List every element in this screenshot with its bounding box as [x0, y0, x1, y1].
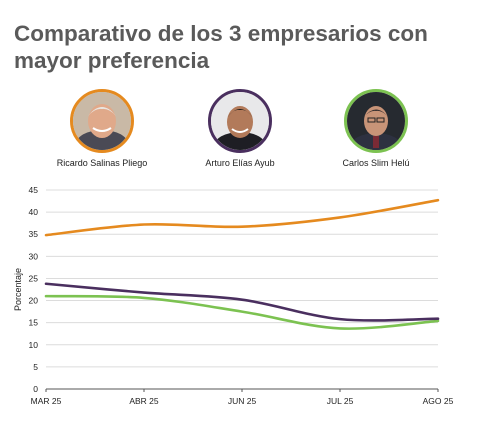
person-name: Ricardo Salinas Pliego: [56, 158, 148, 168]
y-axis-label: Porcentaje: [13, 268, 23, 311]
series-line-carlos-slim-helu: [44, 294, 440, 330]
x-tick-label: JUL 25: [327, 396, 354, 406]
y-tick-label: 30: [29, 251, 39, 261]
person-ricardo-salinas: Ricardo Salinas Pliego: [42, 89, 162, 168]
chart-title: Comparativo de los 3 empresarios con may…: [14, 21, 428, 73]
y-tick-label: 35: [29, 229, 39, 239]
x-tick-label: MAR 25: [31, 396, 62, 406]
y-tick-label: 15: [29, 318, 39, 328]
person-arturo-elias: Arturo Elías Ayub: [180, 89, 300, 168]
y-tick-label: 45: [29, 185, 39, 195]
avatar-carlos-slim: [344, 89, 408, 153]
person-carlos-slim: Carlos Slim Helú: [316, 89, 436, 168]
person-name: Arturo Elías Ayub: [205, 158, 275, 168]
y-tick-label: 20: [29, 296, 39, 306]
y-tick-label: 25: [29, 273, 39, 283]
avatar-ricardo-salinas: [70, 89, 134, 153]
y-tick-label: 10: [29, 340, 39, 350]
y-tick-label: 0: [33, 384, 38, 394]
person-name: Carlos Slim Helú: [342, 158, 410, 168]
y-tick-label: 40: [29, 207, 39, 217]
x-tick-label: AGO 25: [423, 396, 454, 406]
avatar-arturo-elias: [208, 89, 272, 153]
series-line-arturo-elias-ayub: [44, 282, 440, 322]
y-tick-label: 5: [33, 362, 38, 372]
x-tick-label: ABR 25: [129, 396, 159, 406]
series-line-ricardo-salinas-pliego: [44, 198, 440, 237]
x-tick-label: JUN 25: [228, 396, 257, 406]
